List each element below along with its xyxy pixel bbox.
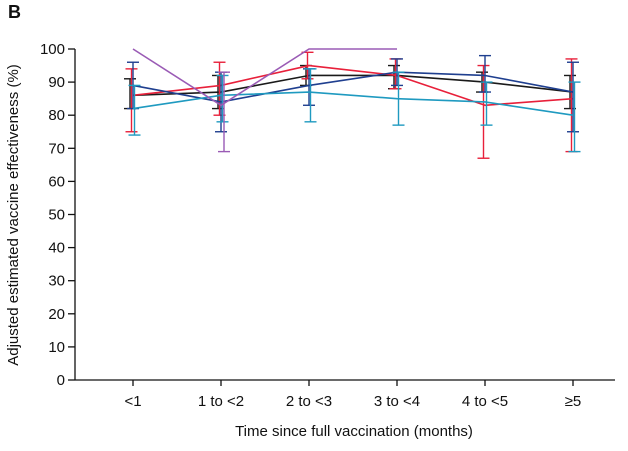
series-5 (132, 48, 398, 153)
x-axis: <1 1 to <2 2 to <3 3 to <4 4 to <5 ≥5 (75, 379, 615, 410)
x-tick-label: 4 to <5 (462, 393, 508, 410)
x-tick-label: <1 (124, 393, 141, 410)
x-tick-label: 1 to <2 (198, 393, 244, 410)
y-tick-label: 30 (48, 273, 65, 290)
series-line (132, 48, 397, 107)
y-tick-label: 0 (57, 372, 65, 389)
x-tick-label: 2 to <3 (286, 393, 332, 410)
y-tick-label: 70 (48, 140, 65, 157)
y-axis: 0 10 20 30 40 50 60 70 80 90 100 (40, 41, 76, 389)
y-tick-label: 40 (48, 240, 65, 257)
y-tick-label: 10 (48, 339, 65, 356)
y-tick-label: 90 (48, 74, 65, 91)
x-axis-label: Time since full vaccination (months) (235, 423, 473, 440)
series-line (132, 74, 574, 97)
x-tick-label: 3 to <4 (374, 393, 420, 410)
y-tick-label: 20 (48, 306, 65, 323)
x-tick-label: ≥5 (565, 393, 582, 410)
plot-area (124, 48, 581, 159)
y-tick-label: 60 (48, 173, 65, 190)
series-4 (128, 68, 581, 153)
y-axis-label: Adjusted estimated vaccine effectiveness… (5, 64, 22, 366)
series-line (132, 91, 574, 116)
series-1 (124, 64, 576, 110)
series-line (132, 71, 574, 103)
y-tick-label: 100 (40, 41, 65, 58)
y-tick-label: 50 (48, 207, 65, 224)
panel-label: B (8, 2, 21, 22)
y-tick-label: 80 (48, 107, 65, 124)
